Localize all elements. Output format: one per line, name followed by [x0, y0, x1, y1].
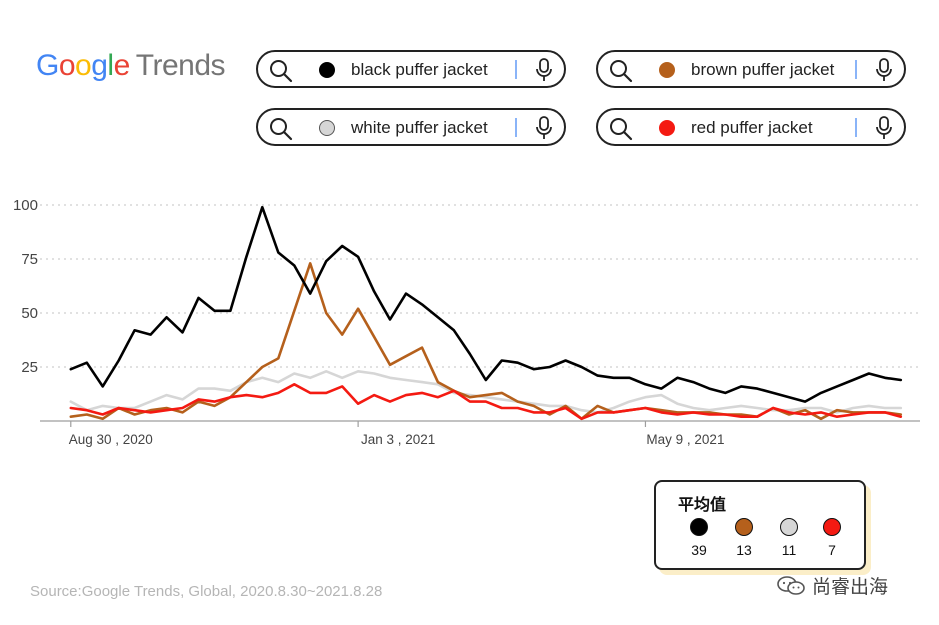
logo-trends-label: Trends [135, 49, 226, 82]
x-tick-label: Aug 30 , 2020 [69, 432, 153, 447]
watermark-text: 尚睿出海 [812, 576, 889, 598]
search-icon [270, 60, 293, 83]
average-color-dot [780, 518, 798, 536]
search-term-black[interactable]: black puffer jacket [256, 50, 566, 88]
average-item-brown: 13 [729, 518, 759, 558]
search-term-label: brown puffer jacket [691, 60, 835, 79]
logo-letter: o [75, 49, 92, 82]
series-color-dot [319, 120, 335, 136]
average-value: 39 [691, 542, 707, 558]
search-term-red[interactable]: red puffer jacket [596, 108, 906, 146]
source-note: Source:Google Trends, Global, 2020.8.30~… [30, 583, 383, 600]
series-color-dot [659, 62, 675, 78]
search-term-label: red puffer jacket [691, 118, 813, 137]
y-tick-label: 25 [21, 359, 38, 376]
microphone-icon[interactable] [534, 115, 554, 141]
search-term-label: white puffer jacket [351, 118, 488, 137]
search-icon [610, 118, 633, 141]
x-tick-label: May 9 , 2021 [646, 432, 724, 447]
series-line-black-puffer-jacket [69, 205, 903, 403]
average-interest-card: 平均值 39 13 11 7 [654, 480, 866, 570]
search-icon [270, 118, 293, 141]
average-color-dot [690, 518, 708, 536]
average-item-red: 7 [817, 518, 847, 558]
search-icon [610, 60, 633, 83]
average-value: 11 [781, 542, 797, 558]
trend-line-chart: 25 50 75 100 Aug 30 , 2020 Jan 3 , 2021 May 9 … [13, 197, 920, 447]
search-term-white[interactable]: white puffer jacket [256, 108, 566, 146]
average-color-dot [735, 518, 753, 536]
series-line-brown-puffer-jacket [69, 261, 903, 421]
microphone-icon[interactable] [874, 57, 894, 83]
text-cursor [515, 118, 517, 137]
series-line-red-puffer-jacket [69, 382, 903, 421]
wechat-icon [777, 575, 805, 595]
y-tick-label: 50 [21, 305, 38, 322]
logo-letter: o [58, 49, 76, 82]
logo-letter: e [113, 49, 131, 82]
logo-letter: l [107, 49, 114, 82]
watermark: 尚睿出海 [776, 572, 888, 599]
average-item-black: 39 [684, 518, 714, 558]
logo-google-wordmark: Google [36, 49, 130, 82]
y-tick-label: 75 [21, 251, 38, 268]
text-cursor [855, 60, 857, 79]
search-term-brown[interactable]: brown puffer jacket [596, 50, 906, 88]
microphone-icon[interactable] [874, 115, 894, 141]
google-trends-logo: Google Trends [36, 48, 226, 84]
logo-letter: G [36, 49, 59, 82]
text-cursor [855, 118, 857, 137]
logo-letter: g [91, 49, 108, 82]
microphone-icon[interactable] [534, 57, 554, 83]
text-cursor [515, 60, 517, 79]
x-tick-label: Jan 3 , 2021 [361, 432, 435, 447]
average-title: 平均值 [678, 495, 727, 514]
search-term-label: black puffer jacket [351, 60, 488, 79]
average-item-white: 11 [774, 518, 804, 558]
average-value: 7 [828, 542, 836, 558]
y-tick-label: 100 [13, 197, 38, 214]
average-color-dot [823, 518, 841, 536]
series-color-dot [659, 120, 675, 136]
series-color-dot [319, 62, 335, 78]
average-value: 13 [736, 542, 752, 558]
series-line-white-puffer-jacket [69, 369, 903, 414]
